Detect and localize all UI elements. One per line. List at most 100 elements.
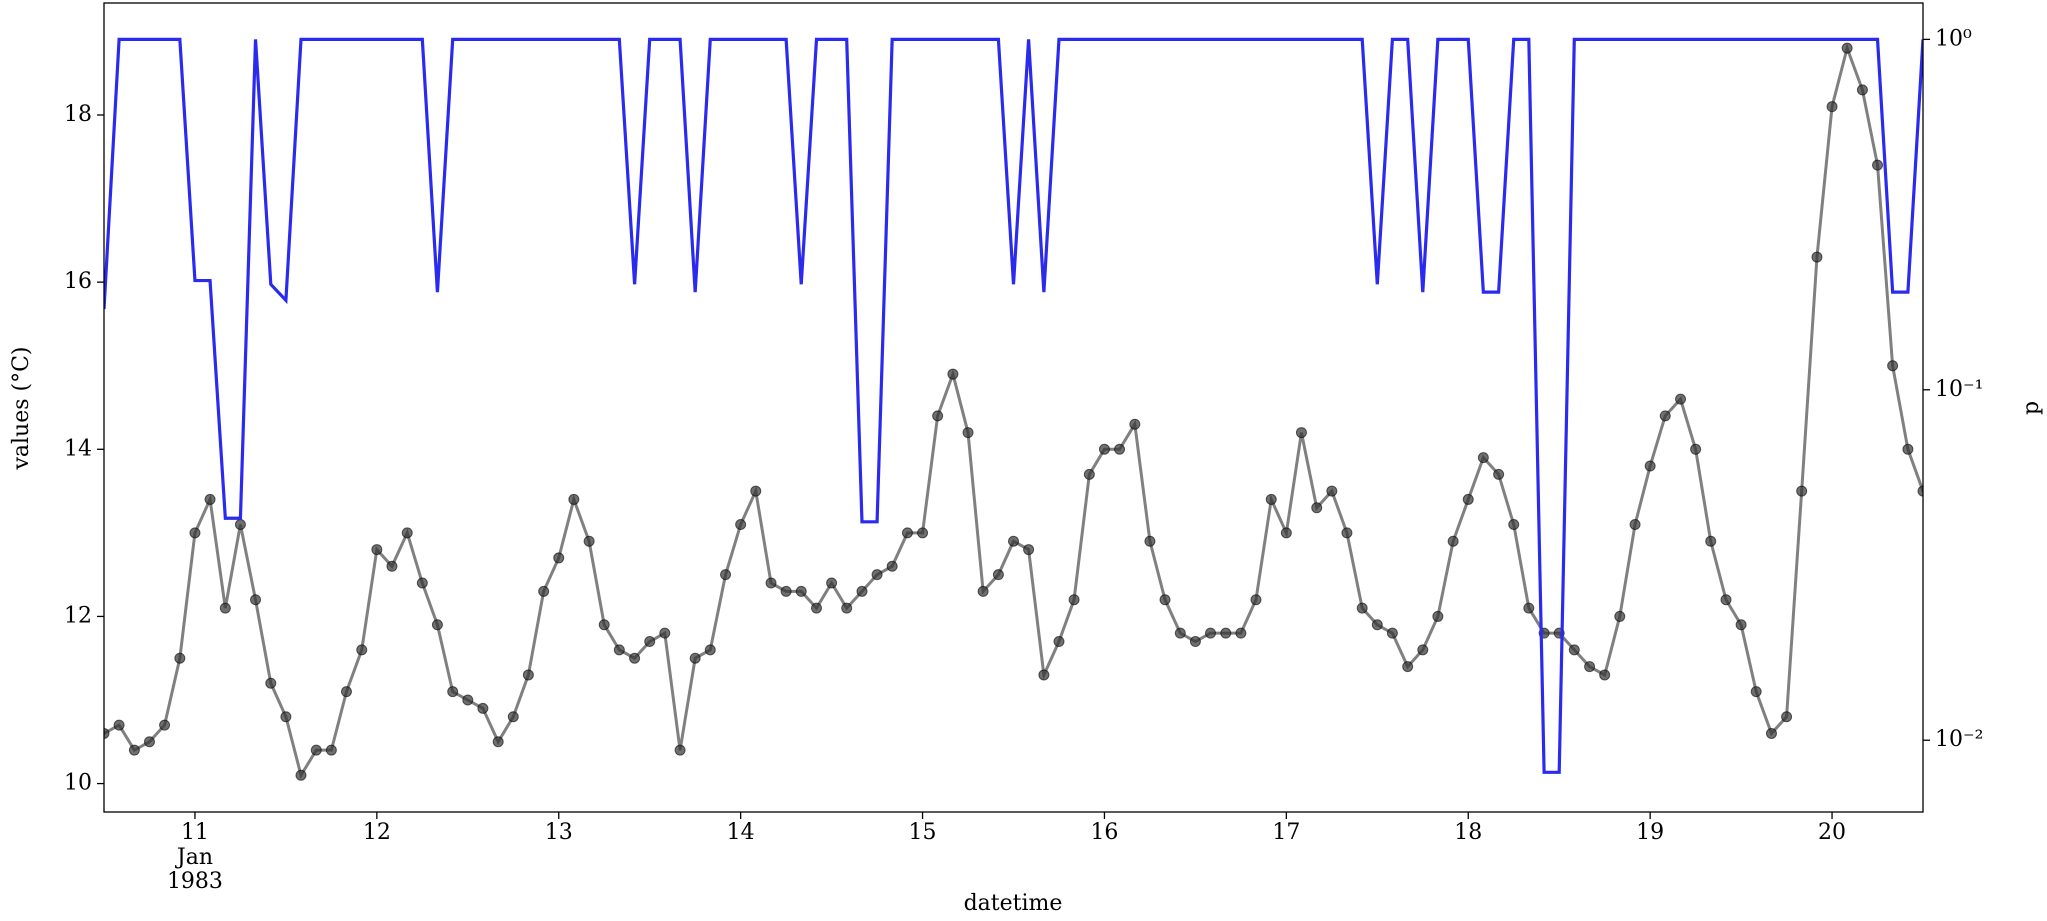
value-point [1523, 602, 1535, 614]
value-point [856, 585, 868, 597]
value-point [1447, 535, 1459, 547]
p-line [104, 37, 1923, 774]
value-point [1083, 468, 1095, 480]
value-point [704, 644, 716, 656]
value-point [1144, 535, 1156, 547]
value-point [1856, 84, 1868, 96]
value-point [477, 702, 489, 714]
value-point [522, 669, 534, 681]
value-point [1356, 602, 1368, 614]
x-date-label: 1983 [167, 869, 223, 894]
value-point [1584, 661, 1596, 673]
x-tick-label: 15 [909, 820, 937, 845]
value-point [189, 527, 201, 539]
value-point [735, 519, 747, 531]
value-point [104, 727, 110, 739]
plot-area [104, 37, 1923, 781]
value-point [1053, 636, 1065, 648]
value-point [1705, 535, 1717, 547]
value-point [250, 594, 262, 606]
value-point [265, 677, 277, 689]
value-point [629, 652, 641, 664]
x-tick-label: 17 [1272, 820, 1300, 845]
value-point [1872, 159, 1884, 171]
value-point [1735, 619, 1747, 631]
value-point [644, 636, 656, 648]
value-point [1311, 502, 1323, 514]
value-point [431, 619, 443, 631]
value-point [1280, 527, 1292, 539]
value-point [826, 577, 838, 589]
value-point [613, 644, 625, 656]
value-point [1568, 644, 1580, 656]
value-line [104, 43, 1923, 780]
value-point [1174, 627, 1186, 639]
value-point [462, 694, 474, 706]
value-point [689, 652, 701, 664]
x-tick-label: 12 [363, 820, 391, 845]
value-point [1023, 544, 1035, 556]
y-tick-label: 14 [64, 436, 92, 461]
x-tick-label: 19 [1636, 820, 1664, 845]
value-point [1811, 251, 1823, 263]
value-point [659, 627, 671, 639]
value-point [1204, 627, 1216, 639]
value-point [901, 527, 913, 539]
value-point [720, 569, 732, 581]
y-tick-label: 18 [64, 102, 92, 127]
value-point [1917, 485, 1923, 497]
value-point [492, 736, 504, 748]
value-point [1295, 427, 1307, 439]
value-point [886, 560, 898, 572]
value-point [932, 410, 944, 422]
value-point [1250, 594, 1262, 606]
value-point [1189, 636, 1201, 648]
x-tick-label: 16 [1090, 820, 1118, 845]
x-axis-label: datetime [964, 891, 1063, 916]
value-point [1796, 485, 1808, 497]
value-point [1114, 443, 1126, 455]
value-point [1781, 711, 1793, 723]
value-point [1720, 594, 1732, 606]
value-point [1220, 627, 1232, 639]
value-point [871, 569, 883, 581]
y2-tick-label: 10⁰ [1935, 26, 1972, 51]
value-point [962, 427, 974, 439]
value-point [1265, 493, 1277, 505]
value-point [128, 744, 140, 756]
value-point [538, 585, 550, 597]
value-point [1386, 627, 1398, 639]
value-point [1068, 594, 1080, 606]
value-point [1402, 661, 1414, 673]
value-point [1599, 669, 1611, 681]
value-point [1159, 594, 1171, 606]
value-point [1826, 101, 1838, 113]
value-point [1371, 619, 1383, 631]
value-point [1690, 443, 1702, 455]
value-point [1659, 410, 1671, 422]
value-point [1432, 610, 1444, 622]
value-point [917, 527, 929, 539]
value-point [159, 719, 171, 731]
value-point [340, 686, 352, 698]
axes-frame [103, 2, 1924, 813]
value-point [416, 577, 428, 589]
value-point [1008, 535, 1019, 547]
value-point [977, 585, 989, 597]
value-point [1326, 485, 1338, 497]
y-tick-label: 10 [64, 771, 92, 796]
x-date-label: Jan [175, 845, 213, 870]
value-point [811, 602, 823, 614]
value-point [841, 602, 853, 614]
y-axis-label: values (°C) [9, 346, 34, 470]
value-point [1644, 460, 1656, 472]
value-point [583, 535, 595, 547]
value-point [1098, 443, 1110, 455]
value-point [143, 736, 155, 748]
y2-tick-label: 10⁻¹ [1935, 377, 1983, 402]
value-point [1477, 452, 1489, 464]
y-tick-label: 12 [64, 603, 92, 628]
value-point [295, 769, 307, 781]
value-point [1750, 686, 1762, 698]
value-point [1493, 468, 1505, 480]
